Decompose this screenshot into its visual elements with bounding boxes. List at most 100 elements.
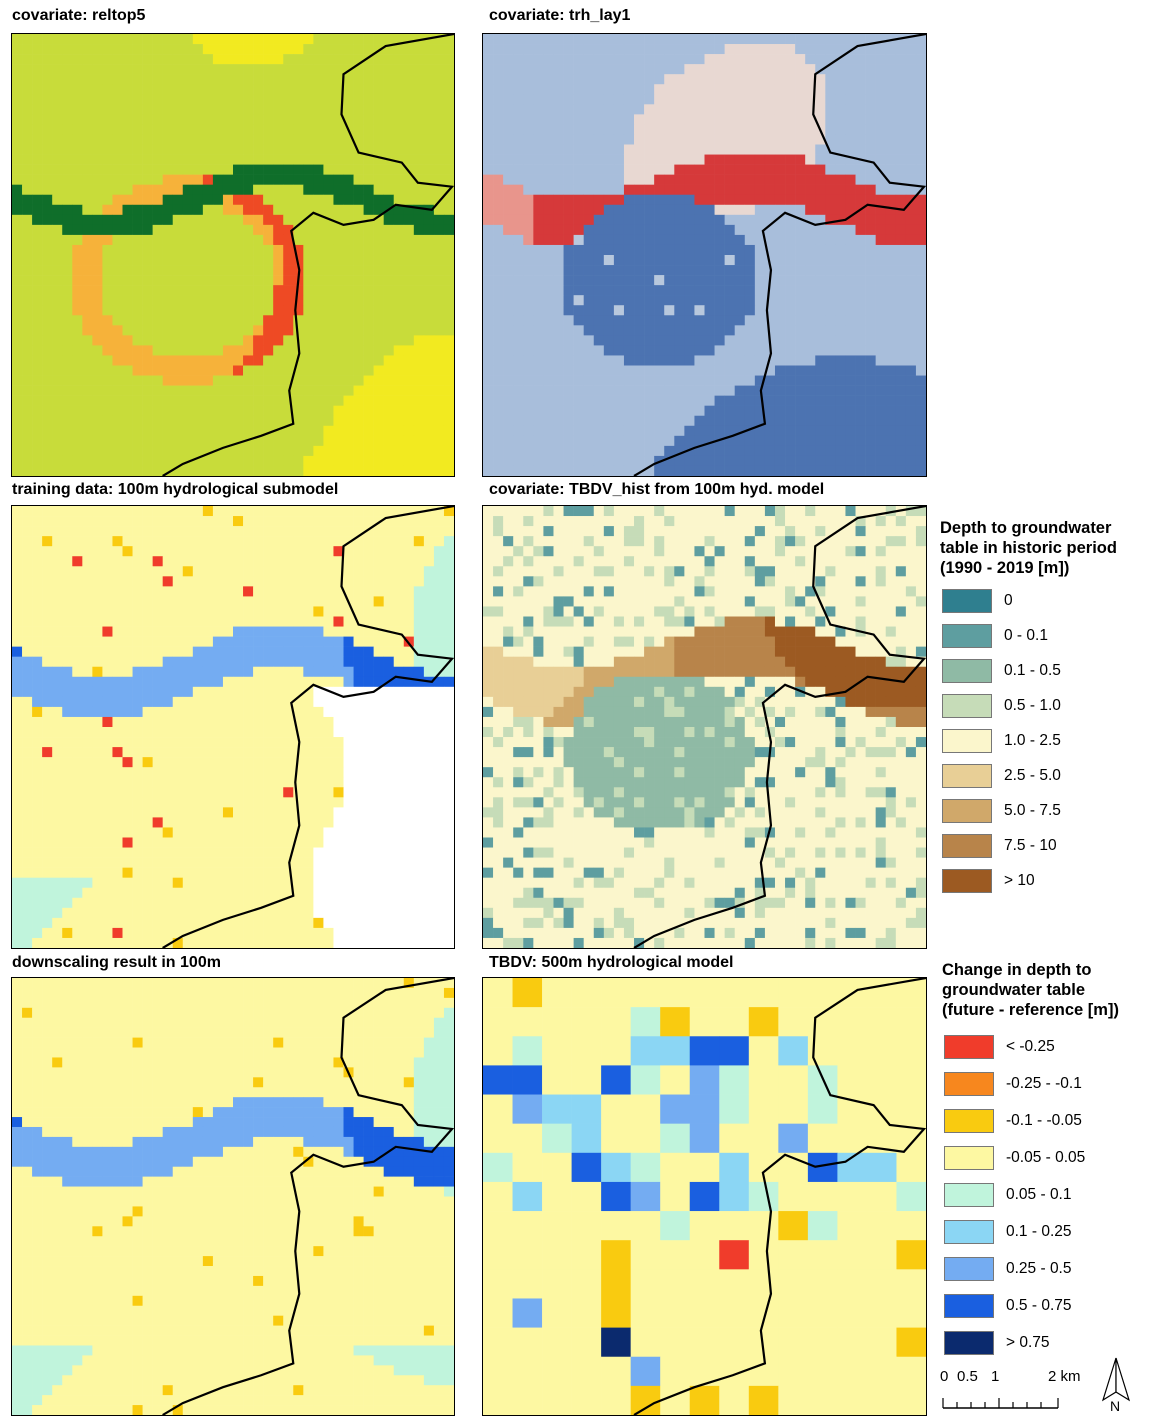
raster-cell — [503, 34, 514, 45]
raster-cell — [293, 546, 304, 557]
raster-cell — [293, 676, 304, 688]
raster-cell — [744, 335, 756, 346]
raster-cell — [413, 696, 425, 708]
raster-cell — [523, 285, 534, 296]
raster-cell — [192, 566, 204, 577]
raster-cell — [613, 395, 625, 406]
raster-cell — [724, 455, 736, 467]
raster-cell — [253, 74, 264, 85]
raster-cell — [644, 74, 655, 85]
raster-cell — [433, 405, 445, 417]
raster-cell — [865, 385, 876, 396]
raster-cell — [62, 546, 73, 557]
raster-cell — [122, 616, 133, 627]
raster-cell — [483, 445, 494, 457]
raster-cell — [734, 265, 746, 276]
raster-cell — [202, 244, 214, 256]
raster-cell — [513, 285, 524, 296]
raster-cell — [573, 134, 584, 145]
raster-cell — [122, 244, 133, 256]
raster-cell — [443, 415, 454, 427]
raster-cell — [32, 395, 43, 406]
raster-cell — [333, 646, 344, 657]
raster-cell — [293, 636, 304, 647]
raster-cell — [714, 84, 725, 95]
raster-cell — [754, 355, 766, 366]
raster-cell — [543, 64, 554, 75]
raster-cell — [353, 134, 364, 145]
raster-cell — [233, 194, 244, 206]
raster-cell — [343, 315, 354, 326]
raster-cell — [403, 586, 415, 597]
raster-cell — [704, 204, 715, 216]
raster-cell — [82, 365, 93, 376]
raster-cell — [12, 445, 23, 457]
raster-cell — [222, 34, 234, 45]
raster-cell — [363, 64, 374, 75]
raster-cell — [563, 194, 574, 206]
raster-cell — [774, 164, 786, 175]
raster-cell — [353, 74, 364, 85]
raster-cell — [283, 315, 294, 326]
raster-cell — [684, 34, 695, 45]
raster-cell — [393, 214, 405, 226]
raster-cell — [684, 355, 695, 366]
raster-cell — [122, 295, 133, 306]
raster-cell — [835, 385, 846, 396]
raster-cell — [303, 325, 314, 336]
raster-cell — [744, 365, 756, 376]
raster-cell — [694, 335, 705, 346]
raster-cell — [915, 194, 926, 206]
raster-cell — [273, 425, 284, 437]
raster-cell — [273, 435, 284, 447]
raster-cell — [222, 365, 234, 376]
raster-cell — [573, 64, 584, 75]
raster-cell — [343, 606, 354, 617]
raster-cell — [593, 54, 605, 65]
raster-cell — [593, 325, 605, 336]
raster-cell — [82, 255, 93, 266]
raster-cell — [493, 365, 504, 376]
raster-cell — [423, 295, 435, 306]
raster-cell — [253, 455, 264, 467]
raster-cell — [192, 706, 204, 718]
raster-cell — [714, 295, 725, 306]
raster-cell — [192, 465, 204, 476]
raster-cell — [764, 134, 776, 145]
raster-cell — [553, 445, 564, 457]
raster-cell — [62, 666, 73, 678]
raster-cell — [122, 546, 133, 557]
raster-cell — [785, 184, 796, 196]
raster-cell — [52, 64, 63, 75]
raster-cell — [654, 94, 665, 105]
raster-cell — [172, 214, 184, 226]
raster-cell — [132, 405, 143, 417]
raster-cell — [102, 375, 113, 386]
raster-cell — [754, 255, 766, 266]
raster-cell — [664, 64, 675, 75]
raster-cell — [102, 546, 113, 557]
raster-cell — [243, 234, 254, 246]
raster-cell — [132, 54, 143, 65]
raster-cell — [684, 54, 695, 65]
raster-cell — [593, 465, 605, 476]
raster-cell — [323, 355, 334, 366]
raster-cell — [172, 355, 184, 366]
raster-cell — [52, 757, 63, 768]
raster-cell — [543, 224, 554, 236]
raster-cell — [283, 295, 294, 306]
raster-cell — [212, 84, 224, 95]
raster-cell — [162, 355, 174, 366]
raster-cell — [493, 164, 504, 175]
raster-cell — [172, 174, 184, 185]
raster-cell — [112, 666, 123, 678]
raster-cell — [263, 365, 274, 376]
raster-cell — [122, 425, 133, 437]
raster-cell — [664, 405, 675, 417]
raster-cell — [734, 285, 746, 296]
raster-cell — [122, 224, 133, 236]
raster-cell — [52, 375, 63, 386]
raster-cell — [152, 566, 163, 577]
raster-cell — [363, 204, 374, 216]
raster-cell — [754, 214, 766, 226]
